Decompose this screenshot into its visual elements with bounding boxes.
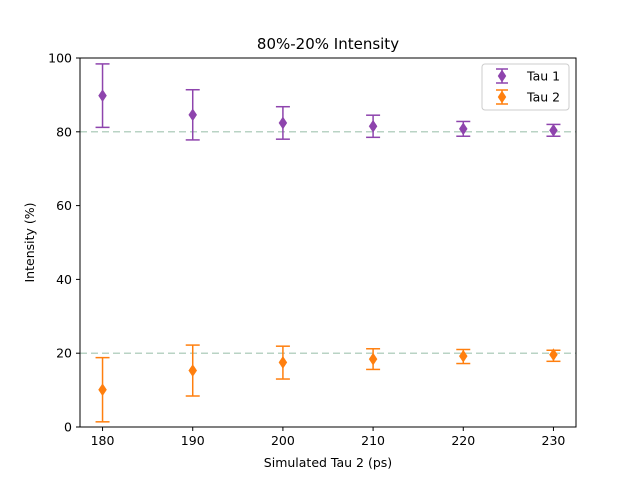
- y-tick-label: 40: [56, 272, 72, 287]
- data-point: [368, 119, 378, 133]
- legend-marker: [497, 90, 507, 104]
- data-point: [98, 89, 107, 103]
- data-point: [278, 355, 288, 369]
- data-point: [368, 352, 378, 366]
- x-tick-label: 230: [542, 433, 566, 448]
- y-tick-label: 80: [56, 124, 72, 139]
- x-axis: 180 190 200 210 220 230: [91, 427, 566, 448]
- x-tick-label: 210: [361, 433, 385, 448]
- y-axis: 0 20 40 60 80 100: [48, 51, 80, 435]
- x-tick-label: 190: [181, 433, 205, 448]
- legend-label: Tau 1: [526, 69, 560, 84]
- series-layer: [95, 63, 561, 423]
- y-tick-label: 20: [56, 346, 72, 361]
- x-tick-label: 200: [271, 433, 295, 448]
- x-tick-label: 180: [91, 433, 115, 448]
- y-tick-label: 0: [64, 420, 72, 435]
- y-tick-label: 100: [48, 51, 72, 66]
- data-point: [549, 348, 558, 362]
- series-1: [95, 63, 561, 141]
- data-point: [188, 108, 198, 122]
- y-axis-label: Intensity (%): [22, 202, 37, 282]
- reference-lines: [80, 131, 576, 354]
- chart-title: 80%-20% Intensity: [257, 35, 399, 53]
- x-tick-label: 220: [451, 433, 475, 448]
- data-point: [188, 364, 198, 377]
- data-point: [98, 383, 107, 397]
- data-point: [278, 116, 288, 130]
- series-2: [95, 344, 561, 423]
- plot-frame: [79, 57, 577, 428]
- x-axis-label: Simulated Tau 2 (ps): [264, 455, 392, 470]
- legend-marker: [497, 69, 507, 83]
- data-point: [458, 349, 468, 363]
- data-point: [458, 122, 468, 136]
- y-tick-label: 60: [56, 198, 72, 213]
- legend: Tau 1 Tau 2: [481, 63, 570, 111]
- legend-label: Tau 2: [526, 90, 560, 105]
- data-point: [549, 123, 558, 137]
